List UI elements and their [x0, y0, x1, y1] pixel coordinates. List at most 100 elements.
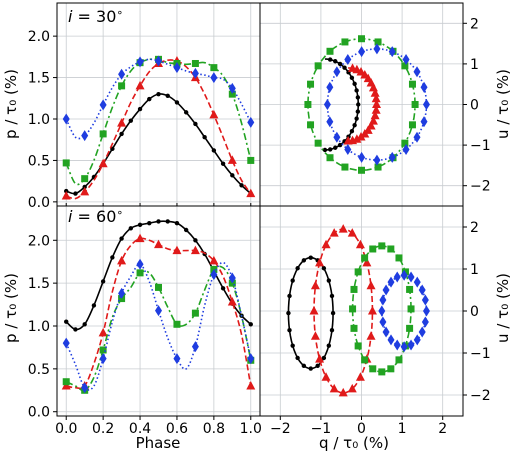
- br-point-red-9: [355, 239, 365, 249]
- bl-point-black-8: [137, 222, 143, 228]
- bl-point-blue-16: [210, 269, 218, 281]
- br-point-red-42: [329, 383, 339, 393]
- tl-point-green-16: [210, 64, 218, 72]
- tr-point-green-57: [408, 121, 416, 129]
- tr-point-black-24: [354, 116, 359, 121]
- bl-point-green-12: [173, 320, 181, 328]
- bl-point-green-14: [191, 309, 199, 317]
- tr-point-green-18: [341, 38, 349, 46]
- tr-point-blue-36: [333, 131, 341, 143]
- bl-point-black-7: [128, 226, 134, 231]
- tr-point-black-36: [354, 88, 359, 93]
- u-bottom-tick-label-3: 1: [470, 262, 479, 278]
- bl-point-black-11: [165, 219, 170, 224]
- br-point-green-0: [407, 305, 415, 313]
- q-tick-label-3: 1: [398, 421, 407, 437]
- tr-point-green-27: [307, 80, 315, 88]
- tr-point-red-51: [356, 66, 366, 76]
- bl-point-red-6: [117, 255, 127, 265]
- bl-line-green: [65, 265, 252, 392]
- tr-point-green-54: [401, 139, 409, 147]
- phase-tick-label-5: 1.0: [240, 421, 262, 437]
- tl-point-black-9: [147, 96, 152, 102]
- br-point-red-51: [355, 372, 365, 381]
- p-bottom-tick-label-4: 2.0: [28, 233, 50, 249]
- bl-point-blue-6: [118, 287, 126, 299]
- tr-point-green-12: [374, 38, 382, 46]
- br-point-black-27: [287, 293, 292, 299]
- u-top-tick-label-3: 1: [470, 57, 479, 73]
- tr-point-black-33: [355, 95, 361, 100]
- br-point-blue-6: [418, 284, 426, 296]
- tr-point-green-36: [314, 139, 322, 147]
- bl-point-green-10: [155, 283, 162, 291]
- tl-point-blue-14: [191, 67, 199, 79]
- tl-series-green: [62, 55, 255, 186]
- br-point-blue-21: [387, 276, 395, 288]
- tl-point-blue-16: [210, 72, 218, 84]
- tr-point-red-30: [372, 99, 382, 108]
- tl-point-green-2: [81, 175, 89, 183]
- tr-point-red-15: [363, 125, 373, 134]
- bl-point-red-18: [227, 297, 237, 306]
- br-point-green-24: [354, 268, 362, 276]
- br-point-green-3: [406, 285, 414, 293]
- p-bottom-tick-label-1: 0.5: [28, 362, 50, 378]
- tl-point-blue-20: [247, 116, 255, 128]
- tr-point-red-21: [368, 116, 378, 125]
- phase-tick-label-2: 0.4: [129, 421, 151, 437]
- p-top-tick-label-2: 1.0: [28, 112, 50, 128]
- br-point-green-9: [395, 254, 403, 262]
- tr-point-blue-12: [388, 46, 396, 58]
- u-top-tick-label-4: 2: [470, 16, 479, 32]
- tl-point-black-18: [230, 173, 235, 178]
- q-tick-label-4: 2: [438, 421, 447, 437]
- tr-point-black-30: [356, 102, 361, 107]
- p-top-tick-label-4: 2.0: [28, 29, 50, 45]
- tr-loop-green: [307, 37, 416, 172]
- tr-point-blue-30: [323, 99, 331, 111]
- tl-point-red-20: [246, 188, 256, 198]
- tr-point-black-51: [337, 61, 343, 67]
- p-bottom-tick-label-3: 1.5: [28, 276, 50, 292]
- bl-point-blue-8: [136, 258, 144, 270]
- tl-point-red-2: [80, 186, 90, 196]
- br-point-green-39: [361, 356, 369, 364]
- bl-point-black-3: [91, 303, 97, 308]
- br-point-red-57: [366, 331, 376, 340]
- tr-series-blue: [323, 43, 430, 166]
- br-point-blue-45: [400, 341, 408, 353]
- bl-point-red-16: [209, 255, 219, 265]
- tl-point-black-10: [156, 91, 161, 97]
- tick-layer: 0.0 0.2 0.4 0.6 0.8 1.0 −2 −1 0 1 2 0.0 0.0 0.5 0.5 1.0…: [28, 16, 491, 437]
- tr-point-red-57: [348, 63, 358, 72]
- tr-point-red-36: [370, 88, 380, 97]
- tl-point-blue-6: [118, 68, 126, 80]
- bl-point-black-4: [100, 279, 106, 284]
- tr-point-green-21: [326, 47, 334, 55]
- tr-point-black-3: [327, 147, 333, 152]
- tl-point-green-14: [191, 59, 199, 67]
- br-point-red-48: [347, 383, 357, 393]
- q-tick-label-2: 0: [357, 421, 366, 437]
- br-point-black-9: [321, 266, 327, 271]
- tr-point-blue-9: [402, 54, 410, 66]
- br-point-black-57: [329, 328, 335, 333]
- tr-point-blue-24: [333, 66, 341, 78]
- br-point-red-36: [315, 354, 325, 363]
- br-point-red-45: [338, 387, 348, 397]
- br-point-red-0: [367, 306, 377, 315]
- bl-point-red-12: [172, 245, 182, 255]
- br-point-red-39: [321, 372, 331, 381]
- tr-point-blue-51: [402, 143, 410, 155]
- tr-point-green-42: [341, 163, 349, 171]
- tl-line-red: [65, 59, 252, 200]
- bl-point-green-0: [62, 378, 70, 386]
- title-bottom-unit: ∘: [116, 206, 123, 219]
- tl-point-red-16: [209, 109, 219, 119]
- tl-point-black-6: [119, 131, 124, 137]
- tr-point-blue-0: [422, 99, 430, 110]
- tr-point-black-57: [327, 57, 333, 62]
- br-point-green-6: [401, 268, 409, 276]
- u-bottom-tick-label-2: 0: [470, 304, 479, 320]
